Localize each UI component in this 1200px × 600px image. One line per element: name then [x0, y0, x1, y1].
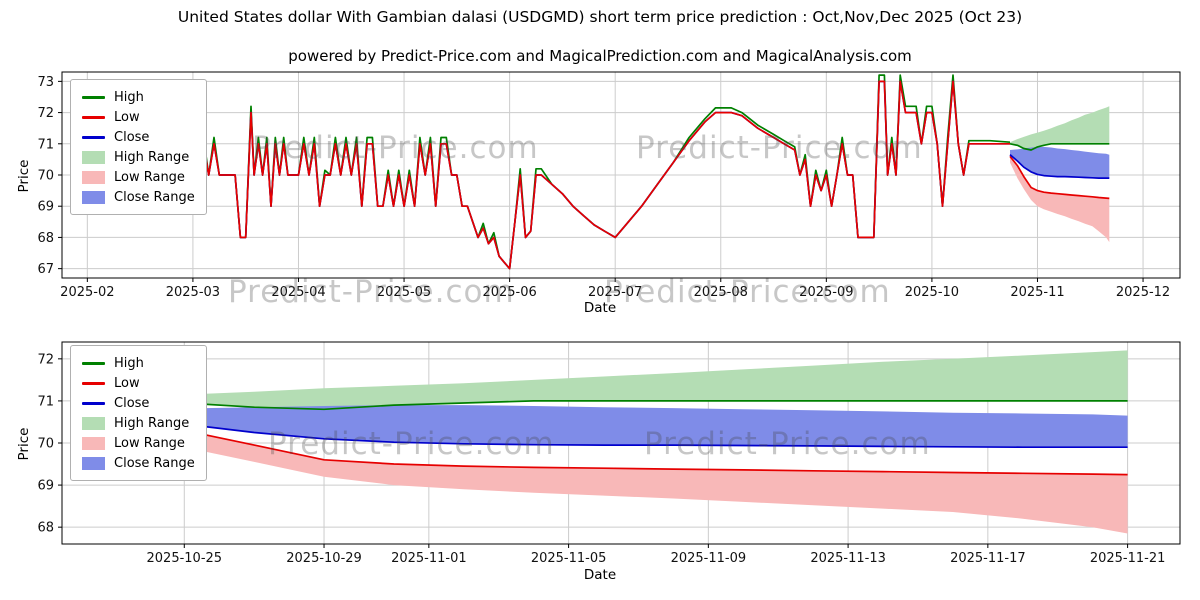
top-chart-canvas: 67 68 69 70 71 72 73 2025-02 2025-03 2025-04 2025-… [37, 71, 1181, 300]
bottom-x-axis-label: Date [583, 567, 617, 583]
legend-label: High [114, 355, 144, 371]
watermark: Predict-Price.com [252, 130, 539, 166]
y-tick-label: 72 [37, 352, 54, 367]
legend-label: Close [114, 395, 150, 411]
x-tick-label: 2025-11 [1010, 285, 1064, 300]
low-forecast-line [1009, 155, 1110, 200]
y-tick-label: 69 [37, 200, 54, 215]
high-range-band [1010, 106, 1110, 150]
legend-swatch [82, 361, 105, 365]
x-tick-label: 2025-11-17 [950, 551, 1026, 566]
watermark: Predict-Price.com [228, 274, 515, 310]
x-tick-label: 2025-11-09 [671, 551, 747, 566]
x-tick-label: 2025-02 [60, 285, 114, 300]
legend-item-low: Low [82, 107, 195, 127]
y-tick-label: 68 [37, 231, 54, 246]
y-tick-label: 72 [37, 106, 54, 121]
x-tick-label: 2025-11-21 [1090, 551, 1166, 566]
y-tick-label: 69 [37, 479, 54, 494]
x-tick-label: 2025-09 [799, 285, 853, 300]
close-range-band [114, 405, 1128, 448]
close-forecast-line [1009, 154, 1110, 179]
legend-swatch [82, 436, 105, 450]
x-tick-label: 2025-04 [271, 285, 325, 300]
legend-swatch [82, 115, 105, 119]
legend-swatch [82, 456, 105, 470]
legend-label: Low Range [114, 169, 185, 185]
y-tick-label: 68 [37, 521, 54, 536]
x-tick-label: 2025-07 [588, 285, 642, 300]
legend-swatch [82, 190, 105, 204]
bottom-chart-canvas: 68 69 70 71 72 2025-10-25 2025-10-29 2025-11-01… [37, 341, 1181, 566]
legend-label: High Range [114, 149, 190, 165]
legend-item-high-range: High Range [82, 413, 195, 433]
page-title: United States dollar With Gambian dalasi… [177, 8, 1023, 26]
legend-label: Close Range [114, 455, 195, 471]
x-tick-label: 2025-12 [1116, 285, 1170, 300]
x-tick-label: 2025-10-29 [286, 551, 362, 566]
y-tick-label: 70 [37, 437, 54, 452]
high-forecast-line [1009, 142, 1110, 151]
legend-label: High Range [114, 415, 190, 431]
y-tick-label: 71 [37, 137, 54, 152]
y-tick-label: 67 [37, 262, 54, 277]
legend-label: Close Range [114, 189, 195, 205]
watermark: Predict-Price.com [604, 274, 891, 310]
low-range-band [1010, 156, 1110, 243]
legend-label: Close [114, 129, 150, 145]
close-range-band [1010, 146, 1110, 179]
legend-label: Low [114, 109, 140, 125]
high-range-band [114, 350, 1128, 410]
x-tick-label: 2025-05 [377, 285, 431, 300]
top-y-axis-label: Price [16, 159, 32, 193]
legend-item-low-range: Low Range [82, 167, 195, 187]
legend-item-low: Low [82, 373, 195, 393]
legend-item-close: Close [82, 127, 195, 147]
chart-subtitle: powered by Predict-Price.com and Magical… [288, 47, 912, 65]
legend-swatch [82, 381, 105, 385]
legend-swatch [82, 416, 105, 430]
legend-label: Low Range [114, 435, 185, 451]
legend-label: Low [114, 375, 140, 391]
legend-swatch [82, 150, 105, 164]
low-history-line [197, 80, 1010, 270]
watermark: Predict-Price.com [644, 426, 931, 462]
bottom-chart-legend: High Low Close High Range Low Range Close Ran… [70, 345, 207, 481]
legend-item-high: High [82, 87, 195, 107]
bottom-y-axis-label: Price [16, 427, 32, 461]
legend-item-high-range: High Range [82, 147, 195, 167]
legend-label: High [114, 89, 144, 105]
watermark: Predict-Price.com [636, 130, 923, 166]
x-tick-label: 2025-11-01 [391, 551, 467, 566]
top-x-axis-label: Date [583, 300, 617, 316]
x-tick-label: 2025-11-05 [531, 551, 607, 566]
x-tick-label: 2025-08 [694, 285, 748, 300]
y-tick-label: 71 [37, 394, 54, 409]
legend-swatch [82, 95, 105, 99]
y-tick-label: 73 [37, 75, 54, 90]
close-forecast-line [114, 414, 1128, 449]
low-range-band [114, 417, 1128, 534]
x-tick-label: 2025-11-13 [810, 551, 886, 566]
watermark: Predict-Price.com [268, 426, 555, 462]
high-forecast-line [114, 400, 1128, 411]
legend-item-close: Close [82, 393, 195, 413]
legend-item-high: High [82, 353, 195, 373]
low-forecast-line [114, 416, 1128, 476]
legend-swatch [82, 170, 105, 184]
x-tick-label: 2025-10 [905, 285, 959, 300]
legend-item-low-range: Low Range [82, 433, 195, 453]
y-tick-label: 70 [37, 169, 54, 184]
x-tick-label: 2025-06 [482, 285, 536, 300]
top-chart-legend: High Low Close High Range Low Range Close Ran… [70, 79, 207, 215]
x-tick-label: 2025-03 [166, 285, 220, 300]
legend-item-close-range: Close Range [82, 187, 195, 207]
axes-border [61, 71, 1181, 279]
x-tick-label: 2025-10-25 [147, 551, 223, 566]
legend-swatch [82, 401, 105, 405]
legend-swatch [82, 135, 105, 139]
legend-item-close-range: Close Range [82, 453, 195, 473]
axes-border [61, 341, 1181, 545]
